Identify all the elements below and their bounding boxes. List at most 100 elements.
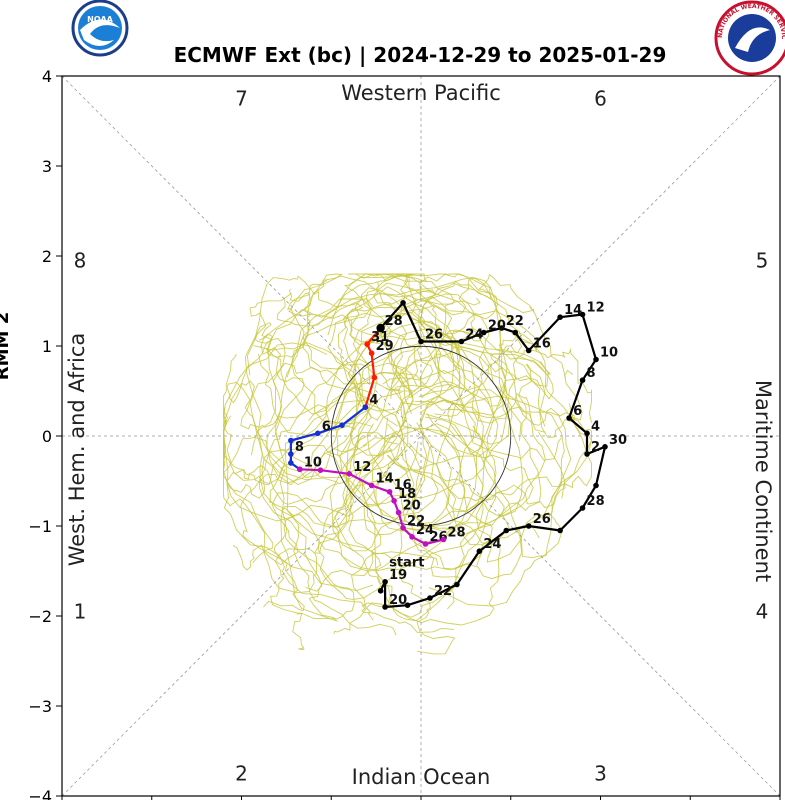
track-point — [386, 489, 393, 495]
track-point — [339, 422, 345, 429]
day-label: 19 — [389, 568, 407, 583]
day-label: 31 — [371, 330, 389, 345]
ensemble-member — [302, 275, 531, 403]
end-point — [376, 323, 385, 333]
day-label: 20 — [389, 593, 407, 608]
day-label: 14 — [376, 472, 394, 487]
start-label: start — [389, 556, 424, 571]
ensemble-member — [223, 333, 366, 485]
track-point — [400, 525, 406, 531]
day-label: 4 — [591, 419, 600, 434]
track-point — [498, 325, 505, 331]
ensemble-member — [334, 408, 455, 633]
day-label: 24 — [465, 328, 483, 343]
region-label-left: West. Hem. and Africa — [65, 333, 89, 567]
track-point — [314, 430, 321, 437]
ensemble-member — [223, 407, 374, 621]
ensemble-member — [425, 413, 563, 607]
track-point — [368, 482, 375, 489]
track-point — [557, 527, 563, 534]
phase-label-3: 3 — [594, 762, 607, 786]
ensemble-member — [259, 404, 397, 636]
track-point — [288, 437, 294, 444]
phase-label-6: 6 — [594, 87, 607, 111]
ensemble-member — [345, 417, 497, 622]
ensemble-member — [414, 353, 552, 517]
y-tick-label: −1 — [28, 517, 52, 536]
track-point — [400, 300, 406, 306]
track-point — [346, 471, 353, 477]
ensemble-member — [223, 381, 368, 564]
ensemble-member — [279, 423, 409, 622]
day-label: 8 — [587, 366, 596, 381]
region-label-right: Maritime Continent — [751, 380, 775, 582]
ensemble-member — [269, 416, 534, 572]
chart-title: ECMWF Ext (bc) | 2024-12-29 to 2025-01-2… — [174, 43, 667, 67]
ensemble-member — [258, 305, 455, 437]
y-tick-label: 3 — [42, 157, 52, 176]
ensemble-member — [223, 406, 405, 499]
y-tick-label: 1 — [42, 337, 52, 356]
track-point — [288, 451, 294, 457]
ensemble-member — [249, 362, 400, 591]
y-tick-label: 2 — [42, 247, 52, 266]
track-point — [364, 341, 370, 348]
track-point — [593, 356, 599, 363]
y-axis-label: RMM 2 — [0, 312, 13, 380]
day-label: 28 — [385, 314, 403, 329]
diagonal-line — [61, 75, 781, 797]
track-point — [566, 415, 572, 421]
track-point — [557, 314, 563, 321]
track-point — [317, 467, 324, 474]
track-point — [584, 430, 590, 437]
ensemble-member — [223, 392, 402, 522]
ensemble-member — [424, 347, 592, 445]
y-tick-label: −2 — [28, 607, 52, 626]
day-label: 10 — [304, 455, 322, 470]
y-tick-label: 0 — [42, 427, 52, 446]
ensemble-member — [326, 447, 501, 626]
ensemble-member — [349, 340, 549, 456]
track-point — [602, 444, 608, 450]
ensemble-member — [225, 354, 371, 430]
track-point — [404, 602, 411, 608]
day-label: 26 — [533, 512, 551, 527]
ensemble-member — [283, 353, 495, 592]
track-point — [440, 536, 447, 543]
ensemble-member — [223, 415, 363, 594]
ensemble-members — [222, 273, 593, 655]
day-label: 26 — [425, 328, 443, 343]
phase-label-8: 8 — [74, 249, 87, 273]
day-label: 18 — [398, 487, 416, 502]
ensemble-member — [240, 397, 366, 612]
ensemble-member — [232, 446, 439, 571]
day-label: 22 — [506, 314, 524, 329]
ensemble-member — [400, 392, 546, 610]
track-point — [525, 523, 532, 529]
ensemble-member — [244, 322, 414, 483]
ensemble-member — [266, 273, 394, 412]
y-tick-label: −3 — [28, 697, 52, 716]
ensemble-member — [361, 273, 567, 421]
ensemble-member — [288, 274, 417, 409]
ensemble-member — [269, 314, 440, 503]
day-label: 12 — [587, 301, 605, 316]
day-label: 14 — [564, 303, 582, 318]
ensemble-member — [401, 403, 592, 512]
track-point — [476, 548, 483, 554]
day-label: 20 — [488, 319, 506, 334]
ensemble-member — [333, 423, 462, 635]
ensemble-member — [378, 286, 499, 471]
ensemble-member — [253, 342, 415, 552]
track-point — [584, 451, 590, 457]
track-point — [579, 311, 586, 318]
day-label: 22 — [434, 584, 452, 599]
day-label: 20 — [403, 499, 421, 514]
day-label: 4 — [369, 393, 378, 408]
day-label: 8 — [295, 440, 304, 455]
track-point — [382, 579, 388, 585]
day-label: 16 — [533, 337, 551, 352]
ensemble-member — [331, 389, 522, 571]
